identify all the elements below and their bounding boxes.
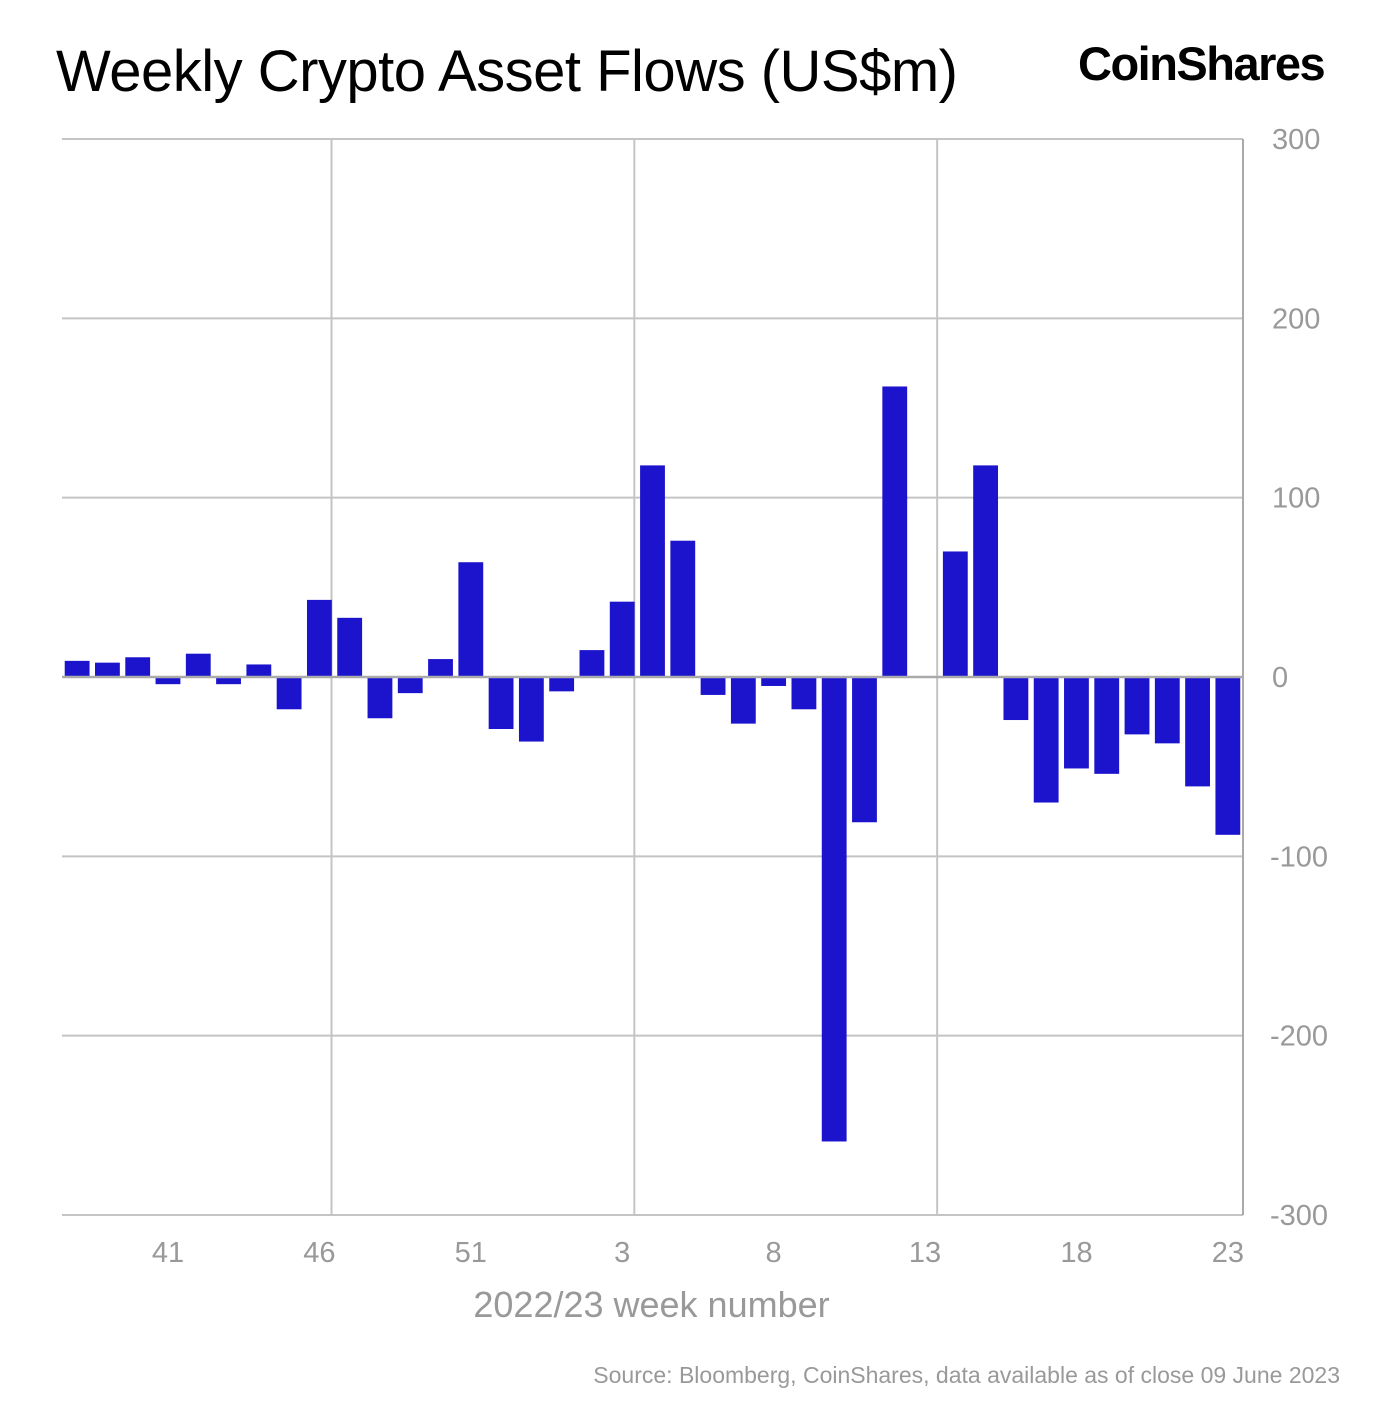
bar-week-22 xyxy=(1185,677,1210,787)
bar-week-4 xyxy=(640,465,665,677)
bar-week-18 xyxy=(1064,677,1089,769)
bar-week-14 xyxy=(942,551,968,677)
x-axis-label: 2022/23 week number xyxy=(473,1284,830,1325)
y-tick-label: 300 xyxy=(1272,124,1320,156)
x-tick-label: 8 xyxy=(766,1237,782,1269)
bar-week-44 xyxy=(246,664,272,677)
bar-week-15 xyxy=(973,465,999,677)
bar-week-42 xyxy=(185,653,211,677)
bar-week-45 xyxy=(276,677,302,710)
bar-week-19 xyxy=(1094,677,1120,774)
coinshares-logo: CoinShares xyxy=(1078,37,1326,90)
source-note: Source: Bloomberg, CoinShares, data avai… xyxy=(593,1362,1340,1388)
bar-week-41 xyxy=(155,677,181,685)
bar-week-50 xyxy=(428,659,453,677)
bar-week-11 xyxy=(852,677,877,823)
bar-week-48 xyxy=(367,677,393,719)
bar-week-16 xyxy=(1003,677,1029,721)
x-tick-label: 51 xyxy=(455,1237,487,1269)
bar-week-49 xyxy=(397,677,423,694)
y-tick-label: -100 xyxy=(1270,841,1328,873)
x-tick-label: 46 xyxy=(303,1237,335,1269)
bar-week-21 xyxy=(1154,677,1180,744)
bar-week-52 xyxy=(488,677,514,730)
bar-week-8 xyxy=(761,677,787,686)
bar-week-17 xyxy=(1033,677,1059,803)
bar-week-1 xyxy=(549,677,575,692)
bar-week-9 xyxy=(791,677,817,710)
x-tick-label: 3 xyxy=(614,1237,630,1269)
bar-week-40 xyxy=(125,657,151,677)
bar-week-10 xyxy=(821,677,847,1142)
bar-week-38 xyxy=(64,660,90,677)
bar-week-3 xyxy=(609,601,635,677)
bar-week-20 xyxy=(1124,677,1150,735)
bar-week-43 xyxy=(216,677,241,685)
chart-title: Weekly Crypto Asset Flows (US$m) xyxy=(56,39,958,104)
y-tick-label: 0 xyxy=(1272,662,1288,694)
x-tick-label: 23 xyxy=(1212,1237,1244,1269)
bar-week-12 xyxy=(882,386,908,677)
bar-week-39 xyxy=(95,662,120,677)
x-tick-label: 13 xyxy=(909,1237,941,1269)
bar-week-7 xyxy=(730,677,756,724)
bar-week-5 xyxy=(670,540,696,677)
y-tick-label: -200 xyxy=(1270,1021,1328,1053)
bar-week-2 xyxy=(579,650,605,677)
bar-week-47 xyxy=(337,617,363,677)
x-tick-label: 41 xyxy=(152,1237,184,1269)
bar-week-46 xyxy=(306,599,332,677)
bar-week-51 xyxy=(458,562,484,677)
bar-week-53 xyxy=(518,677,544,742)
bar-week-23 xyxy=(1215,677,1241,835)
y-tick-label: 200 xyxy=(1272,303,1320,335)
x-tick-label: 18 xyxy=(1060,1237,1092,1269)
bar-week-6 xyxy=(700,677,726,695)
y-tick-label: 100 xyxy=(1272,483,1320,515)
y-tick-label: -300 xyxy=(1270,1200,1328,1232)
